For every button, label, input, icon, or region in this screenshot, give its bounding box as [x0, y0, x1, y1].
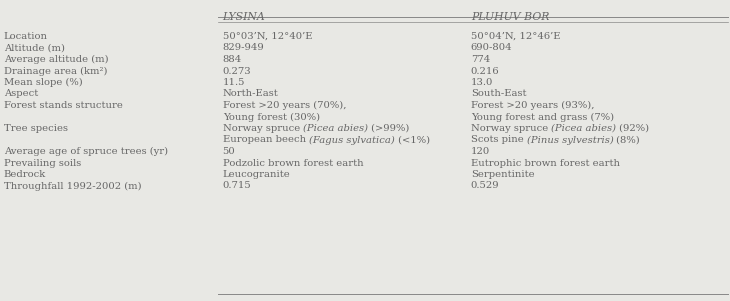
Text: Young forest (30%): Young forest (30%) [223, 113, 320, 122]
Text: Young forest and grass (7%): Young forest and grass (7%) [471, 113, 614, 122]
Text: 120: 120 [471, 147, 490, 156]
Text: Mean slope (%): Mean slope (%) [4, 78, 82, 87]
Text: 13.0: 13.0 [471, 78, 493, 87]
Text: 50: 50 [223, 147, 235, 156]
Text: Scots pine: Scots pine [471, 135, 527, 144]
Text: Forest stands structure: Forest stands structure [4, 101, 123, 110]
Text: 774: 774 [471, 55, 490, 64]
Text: 0.216: 0.216 [471, 67, 499, 76]
Text: 829-949: 829-949 [223, 44, 264, 52]
Text: (Pinus sylvestris): (Pinus sylvestris) [527, 135, 613, 144]
Text: North-East: North-East [223, 89, 278, 98]
Text: South-East: South-East [471, 89, 526, 98]
Text: (Picea abies): (Picea abies) [551, 124, 616, 133]
Text: Throughfall 1992-2002 (m): Throughfall 1992-2002 (m) [4, 182, 142, 191]
Text: LYSINA: LYSINA [223, 12, 266, 22]
Text: (<1%): (<1%) [395, 135, 430, 144]
Text: Drainage area (km²): Drainage area (km²) [4, 67, 107, 76]
Text: European beech: European beech [223, 135, 309, 144]
Text: (92%): (92%) [616, 124, 650, 133]
Text: Location: Location [4, 32, 47, 41]
Text: 50°03’N, 12°40’E: 50°03’N, 12°40’E [223, 32, 312, 41]
Text: Forest >20 years (93%),: Forest >20 years (93%), [471, 101, 594, 110]
Text: Bedrock: Bedrock [4, 170, 46, 179]
Text: 50°04’N, 12°46’E: 50°04’N, 12°46’E [471, 32, 561, 41]
Text: Prevailing soils: Prevailing soils [4, 159, 81, 167]
Text: Altitude (m): Altitude (m) [4, 44, 65, 52]
Text: (Picea abies): (Picea abies) [303, 124, 368, 133]
Text: Tree species: Tree species [4, 124, 68, 133]
Text: 884: 884 [223, 55, 242, 64]
Text: 0.529: 0.529 [471, 182, 499, 191]
Text: Average age of spruce trees (yr): Average age of spruce trees (yr) [4, 147, 168, 156]
Text: (>99%): (>99%) [368, 124, 410, 133]
Text: PLUHUV BOR: PLUHUV BOR [471, 12, 550, 22]
Text: Eutrophic brown forest earth: Eutrophic brown forest earth [471, 159, 620, 167]
Text: 11.5: 11.5 [223, 78, 245, 87]
Text: Norway spruce: Norway spruce [471, 124, 551, 133]
Text: Aspect: Aspect [4, 89, 38, 98]
Text: Average altitude (m): Average altitude (m) [4, 55, 108, 64]
Text: Norway spruce: Norway spruce [223, 124, 303, 133]
Text: Podzolic brown forest earth: Podzolic brown forest earth [223, 159, 364, 167]
Text: 690-804: 690-804 [471, 44, 512, 52]
Text: Forest >20 years (70%),: Forest >20 years (70%), [223, 101, 346, 110]
Text: (8%): (8%) [613, 135, 640, 144]
Text: (Fagus sylvatica): (Fagus sylvatica) [309, 135, 395, 144]
Text: Serpentinite: Serpentinite [471, 170, 534, 179]
Text: Leucogranite: Leucogranite [223, 170, 291, 179]
Text: 0.273: 0.273 [223, 67, 251, 76]
Text: 0.715: 0.715 [223, 182, 251, 191]
